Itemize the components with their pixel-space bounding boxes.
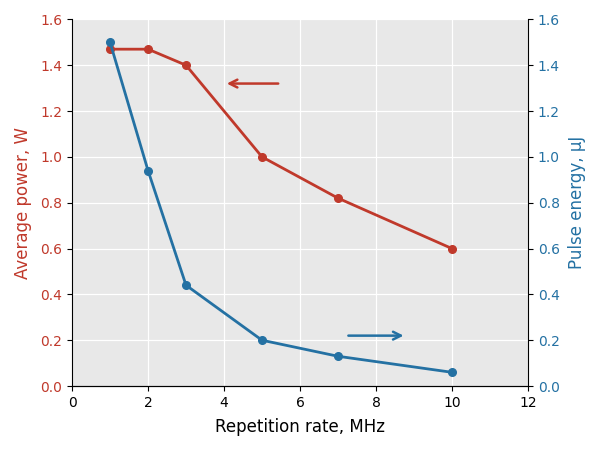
Y-axis label: Average power, W: Average power, W xyxy=(14,127,32,279)
Y-axis label: Pulse energy, μJ: Pulse energy, μJ xyxy=(568,136,586,270)
X-axis label: Repetition rate, MHz: Repetition rate, MHz xyxy=(215,418,385,436)
